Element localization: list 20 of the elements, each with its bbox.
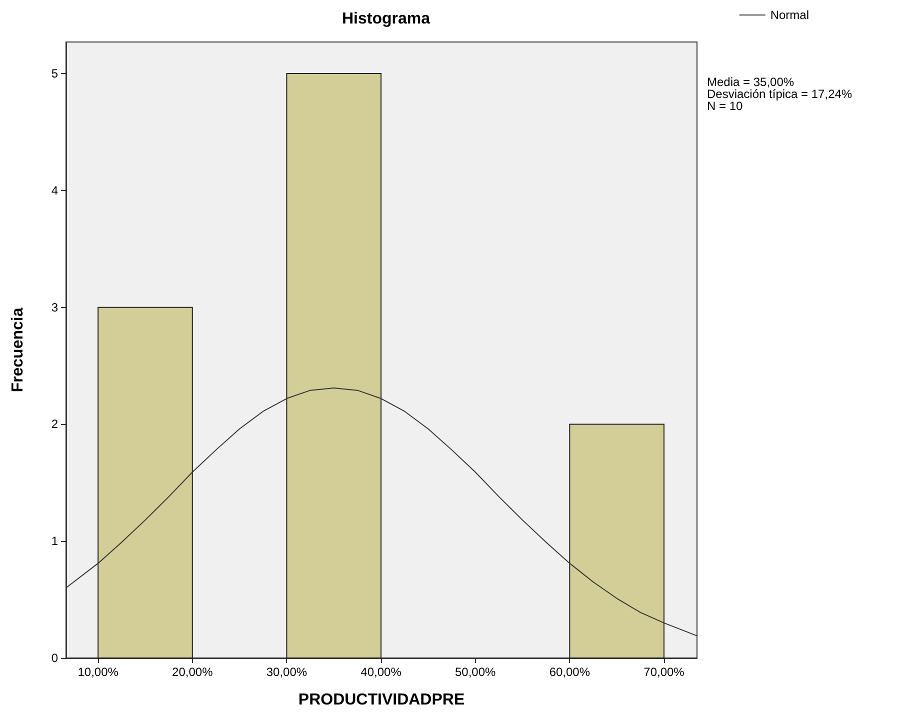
y-tick-label: 1 (51, 534, 58, 548)
x-axis-title: PRODUCTIVIDADPRE (298, 692, 465, 708)
x-tick-label: 40,00% (360, 665, 402, 679)
text: N = 10 (707, 99, 744, 113)
x-tick-label: 50,00% (454, 665, 496, 679)
text: Media = 35,00% (707, 75, 794, 89)
legend-label: Normal (770, 8, 809, 22)
y-axis-title: Frecuencia (10, 308, 26, 392)
y-tick-label: 4 (51, 183, 58, 198)
x-tick-label: 30,00% (266, 665, 308, 679)
y-tick-label: 0 (51, 651, 58, 665)
x-tick-label: 20,00% (172, 665, 214, 679)
x-tick-label: 10,00% (78, 665, 119, 679)
y-tick-label: 5 (51, 66, 58, 81)
y-tick-label: 2 (51, 417, 58, 432)
text: Desviación típica = 17,24% (707, 87, 852, 101)
x-tick-label: 70,00% (644, 665, 685, 679)
x-tick-label: 60,00% (549, 665, 590, 679)
chart-title: Histograma (342, 10, 430, 28)
y-tick-label: 3 (51, 300, 58, 314)
